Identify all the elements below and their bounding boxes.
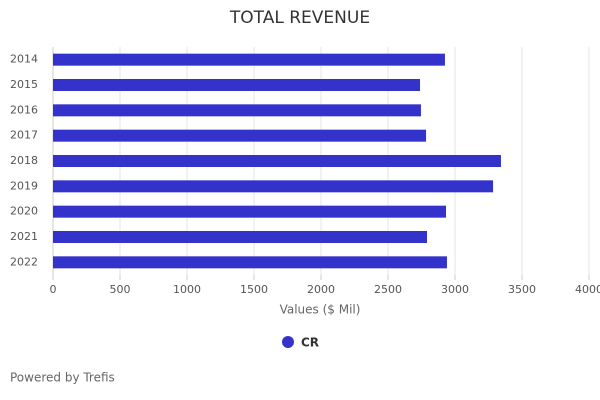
bar [53, 180, 494, 193]
y-tick-label: 2015 [10, 78, 38, 91]
y-tick-label: 2022 [10, 255, 38, 268]
x-tick-label: 1000 [173, 283, 201, 296]
y-tick-label: 2016 [10, 103, 38, 116]
legend-marker [282, 336, 294, 348]
y-tick-label: 2018 [10, 154, 38, 167]
bar [53, 79, 421, 91]
x-tick-label: 0 [50, 283, 57, 296]
x-tick-label: 2500 [374, 283, 402, 296]
x-tick-label: 1500 [240, 283, 268, 296]
legend-label: CR [301, 336, 319, 350]
bar [53, 256, 447, 269]
x-tick-label: 3000 [441, 283, 469, 296]
chart-title: TOTAL REVENUE [229, 8, 370, 28]
bar [53, 155, 501, 167]
y-tick-label: 2017 [10, 129, 38, 142]
x-tick-label: 3500 [508, 283, 536, 296]
x-tick-label: 500 [110, 283, 131, 296]
y-tick-label: 2021 [10, 230, 38, 243]
footer: Powered by Trefis [10, 371, 115, 385]
x-tick-label: 2000 [307, 283, 335, 296]
x-axis-label: Values ($ Mil) [280, 303, 361, 317]
bar [53, 129, 427, 142]
bar [53, 231, 427, 243]
bar [53, 205, 447, 218]
x-tick-label: 4000 [575, 283, 600, 296]
bar [53, 53, 445, 66]
y-tick-label: 2020 [10, 205, 38, 218]
y-tick-label: 2014 [10, 53, 38, 66]
y-tick-label: 2019 [10, 179, 38, 192]
bar [53, 104, 421, 117]
